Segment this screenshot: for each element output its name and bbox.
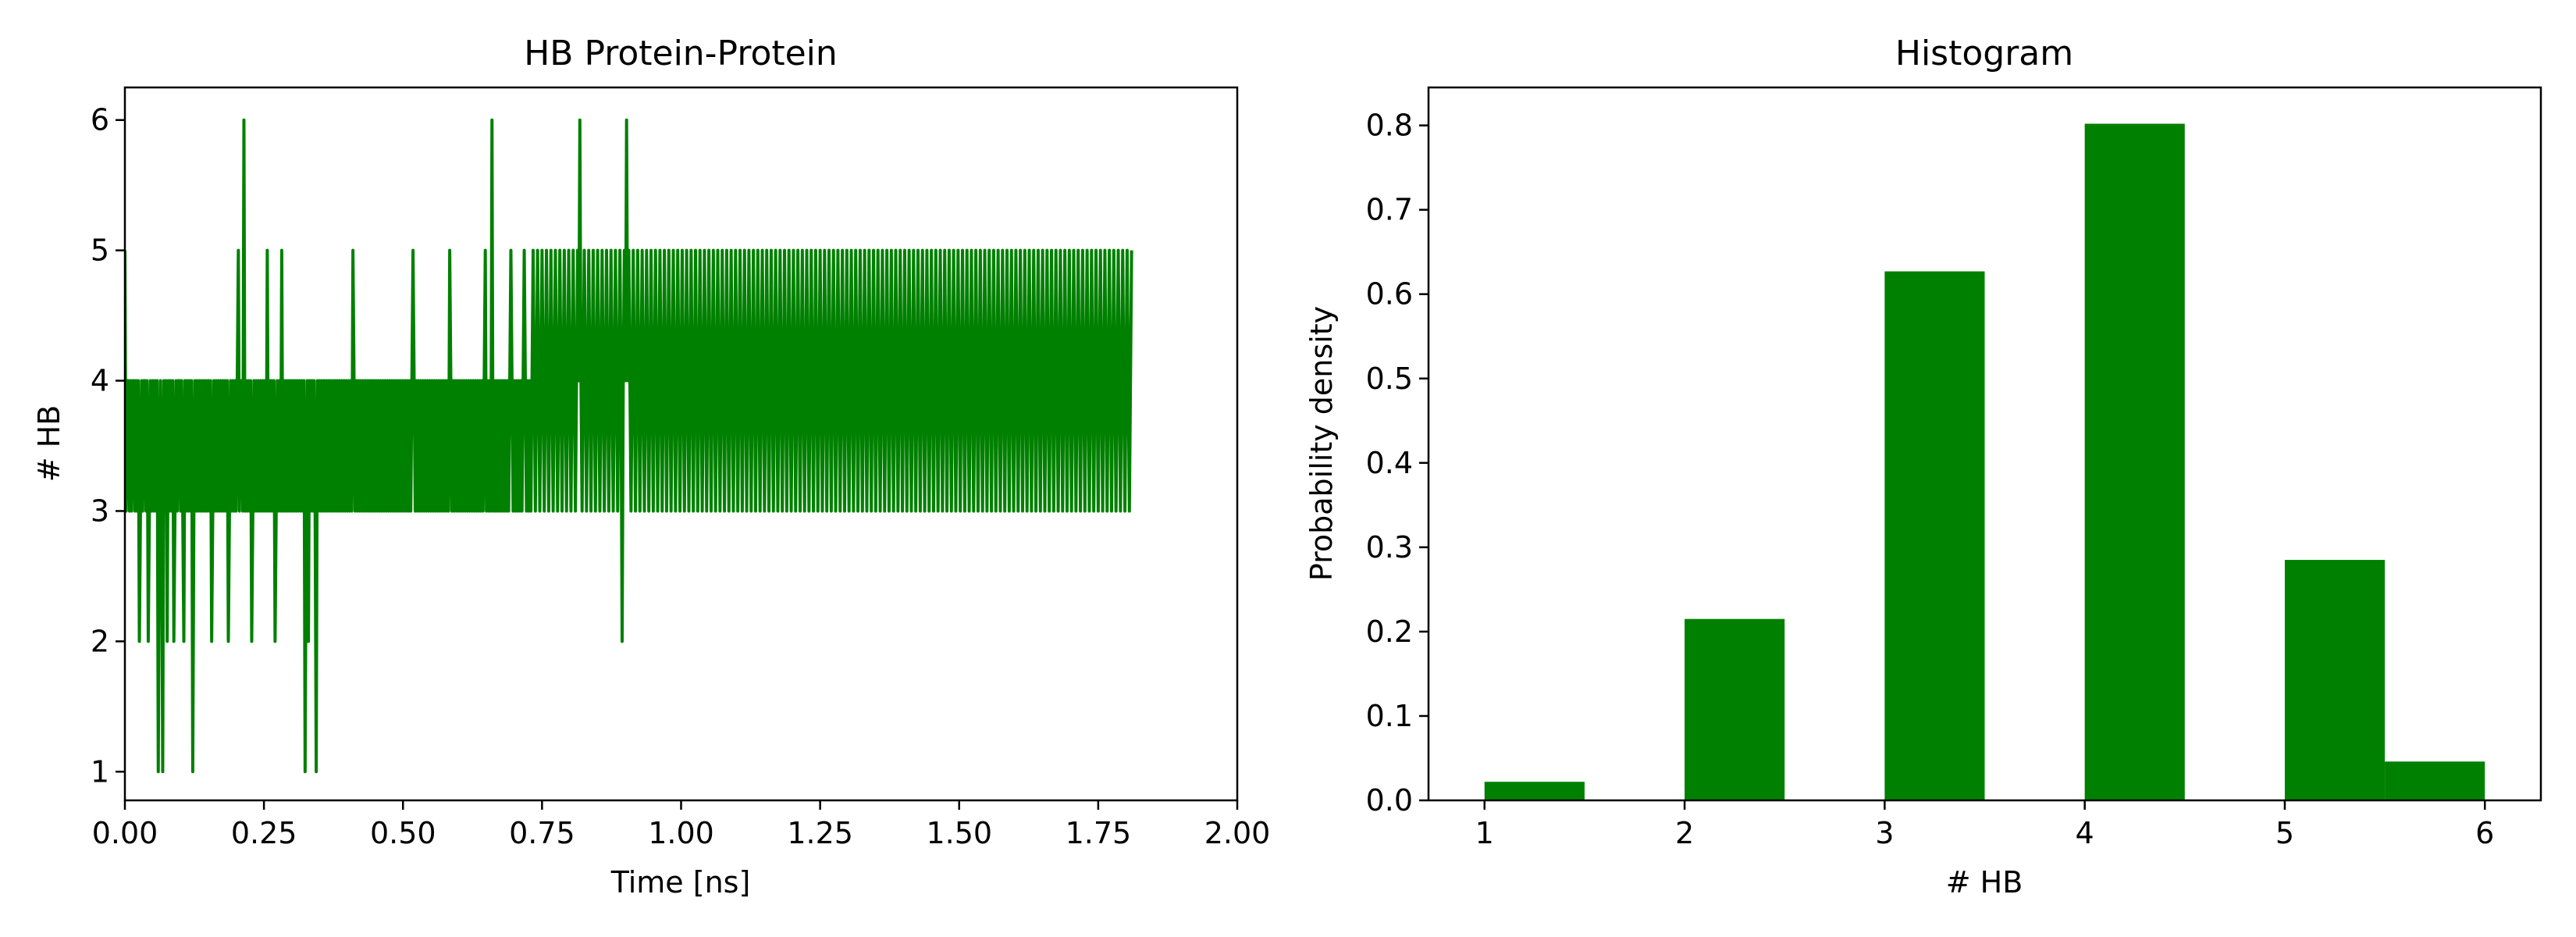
ts-y-tick-label: 1 (91, 754, 109, 789)
hist-y-tick-label: 0.5 (1366, 362, 1413, 396)
hist-x-tick-label: 2 (1675, 816, 1694, 850)
hist-y-tick-label: 0.8 (1366, 109, 1413, 143)
ts-x-tick-label: 0.25 (231, 816, 297, 850)
hist-y-tick-label: 0.3 (1366, 530, 1413, 565)
hist-x-tick-label: 3 (1875, 816, 1894, 850)
hist-y-tick-label: 0.0 (1366, 783, 1413, 818)
ts-x-tick-label: 1.50 (926, 816, 992, 850)
hist-x-tick-label: 5 (2275, 816, 2294, 850)
ts-x-tick-label: 1.25 (787, 816, 853, 850)
hb-series-line (125, 118, 1133, 774)
ts-y-ticks: 1 2 3 4 5 6 (91, 103, 125, 789)
ts-plot-area (125, 118, 1133, 774)
hist-title: Histogram (1895, 34, 2073, 73)
hist-y-axis-label: Probability density (1304, 306, 1339, 581)
hist-x-tick-label: 4 (2076, 816, 2094, 850)
histogram-bar (1685, 618, 1785, 800)
ts-y-tick-label: 5 (91, 233, 109, 268)
histogram-bar (2084, 123, 2185, 801)
hist-x-tick-label: 6 (2475, 816, 2494, 850)
ts-y-tick-label: 2 (91, 624, 109, 658)
hist-y-ticks: 0.0 0.1 0.2 0.3 0.4 0.5 0.6 0.7 0.8 (1366, 109, 1429, 818)
histogram-bar (1484, 782, 1585, 800)
ts-x-tick-label: 1.75 (1066, 816, 1132, 850)
ts-y-tick-label: 3 (91, 493, 109, 528)
ts-x-tick-label: 2.00 (1204, 816, 1271, 850)
ts-y-axis-label: # HB (32, 405, 66, 483)
ts-x-tick-label: 1.00 (648, 816, 714, 850)
histogram-bar (2284, 560, 2386, 800)
hist-axes-frame (1427, 86, 2542, 802)
hist-x-axis-label: # HB (1946, 865, 2023, 900)
ts-x-tick-label: 0.50 (370, 816, 436, 850)
ts-x-ticks: 0.00 0.25 0.50 0.75 1.00 1.25 1.50 1.75 2.00 (92, 800, 1271, 850)
ts-y-tick-label: 6 (91, 103, 109, 137)
time-series-panel: HB Protein-Protein 0.00 0.25 0.50 0.75 1.00 1… (32, 34, 1270, 900)
hist-x-ticks: 1 2 3 4 5 6 (1475, 800, 2494, 850)
hist-y-tick-label: 0.1 (1366, 699, 1413, 733)
ts-x-tick-label: 0.00 (92, 816, 158, 850)
ts-title: HB Protein-Protein (524, 34, 838, 73)
ts-x-axis-label: Time [ns] (610, 865, 751, 900)
hist-plot-area (1484, 123, 2485, 801)
hist-x-tick-label: 1 (1475, 816, 1494, 850)
histogram-bar (2385, 761, 2485, 800)
hist-y-tick-label: 0.7 (1366, 193, 1413, 227)
hist-y-tick-label: 0.4 (1366, 446, 1413, 480)
ts-x-tick-label: 0.75 (509, 816, 575, 850)
hist-y-tick-label: 0.6 (1366, 277, 1413, 312)
hist-y-tick-label: 0.2 (1366, 615, 1413, 649)
ts-y-tick-label: 4 (91, 364, 109, 398)
histogram-bar (1884, 271, 1985, 800)
